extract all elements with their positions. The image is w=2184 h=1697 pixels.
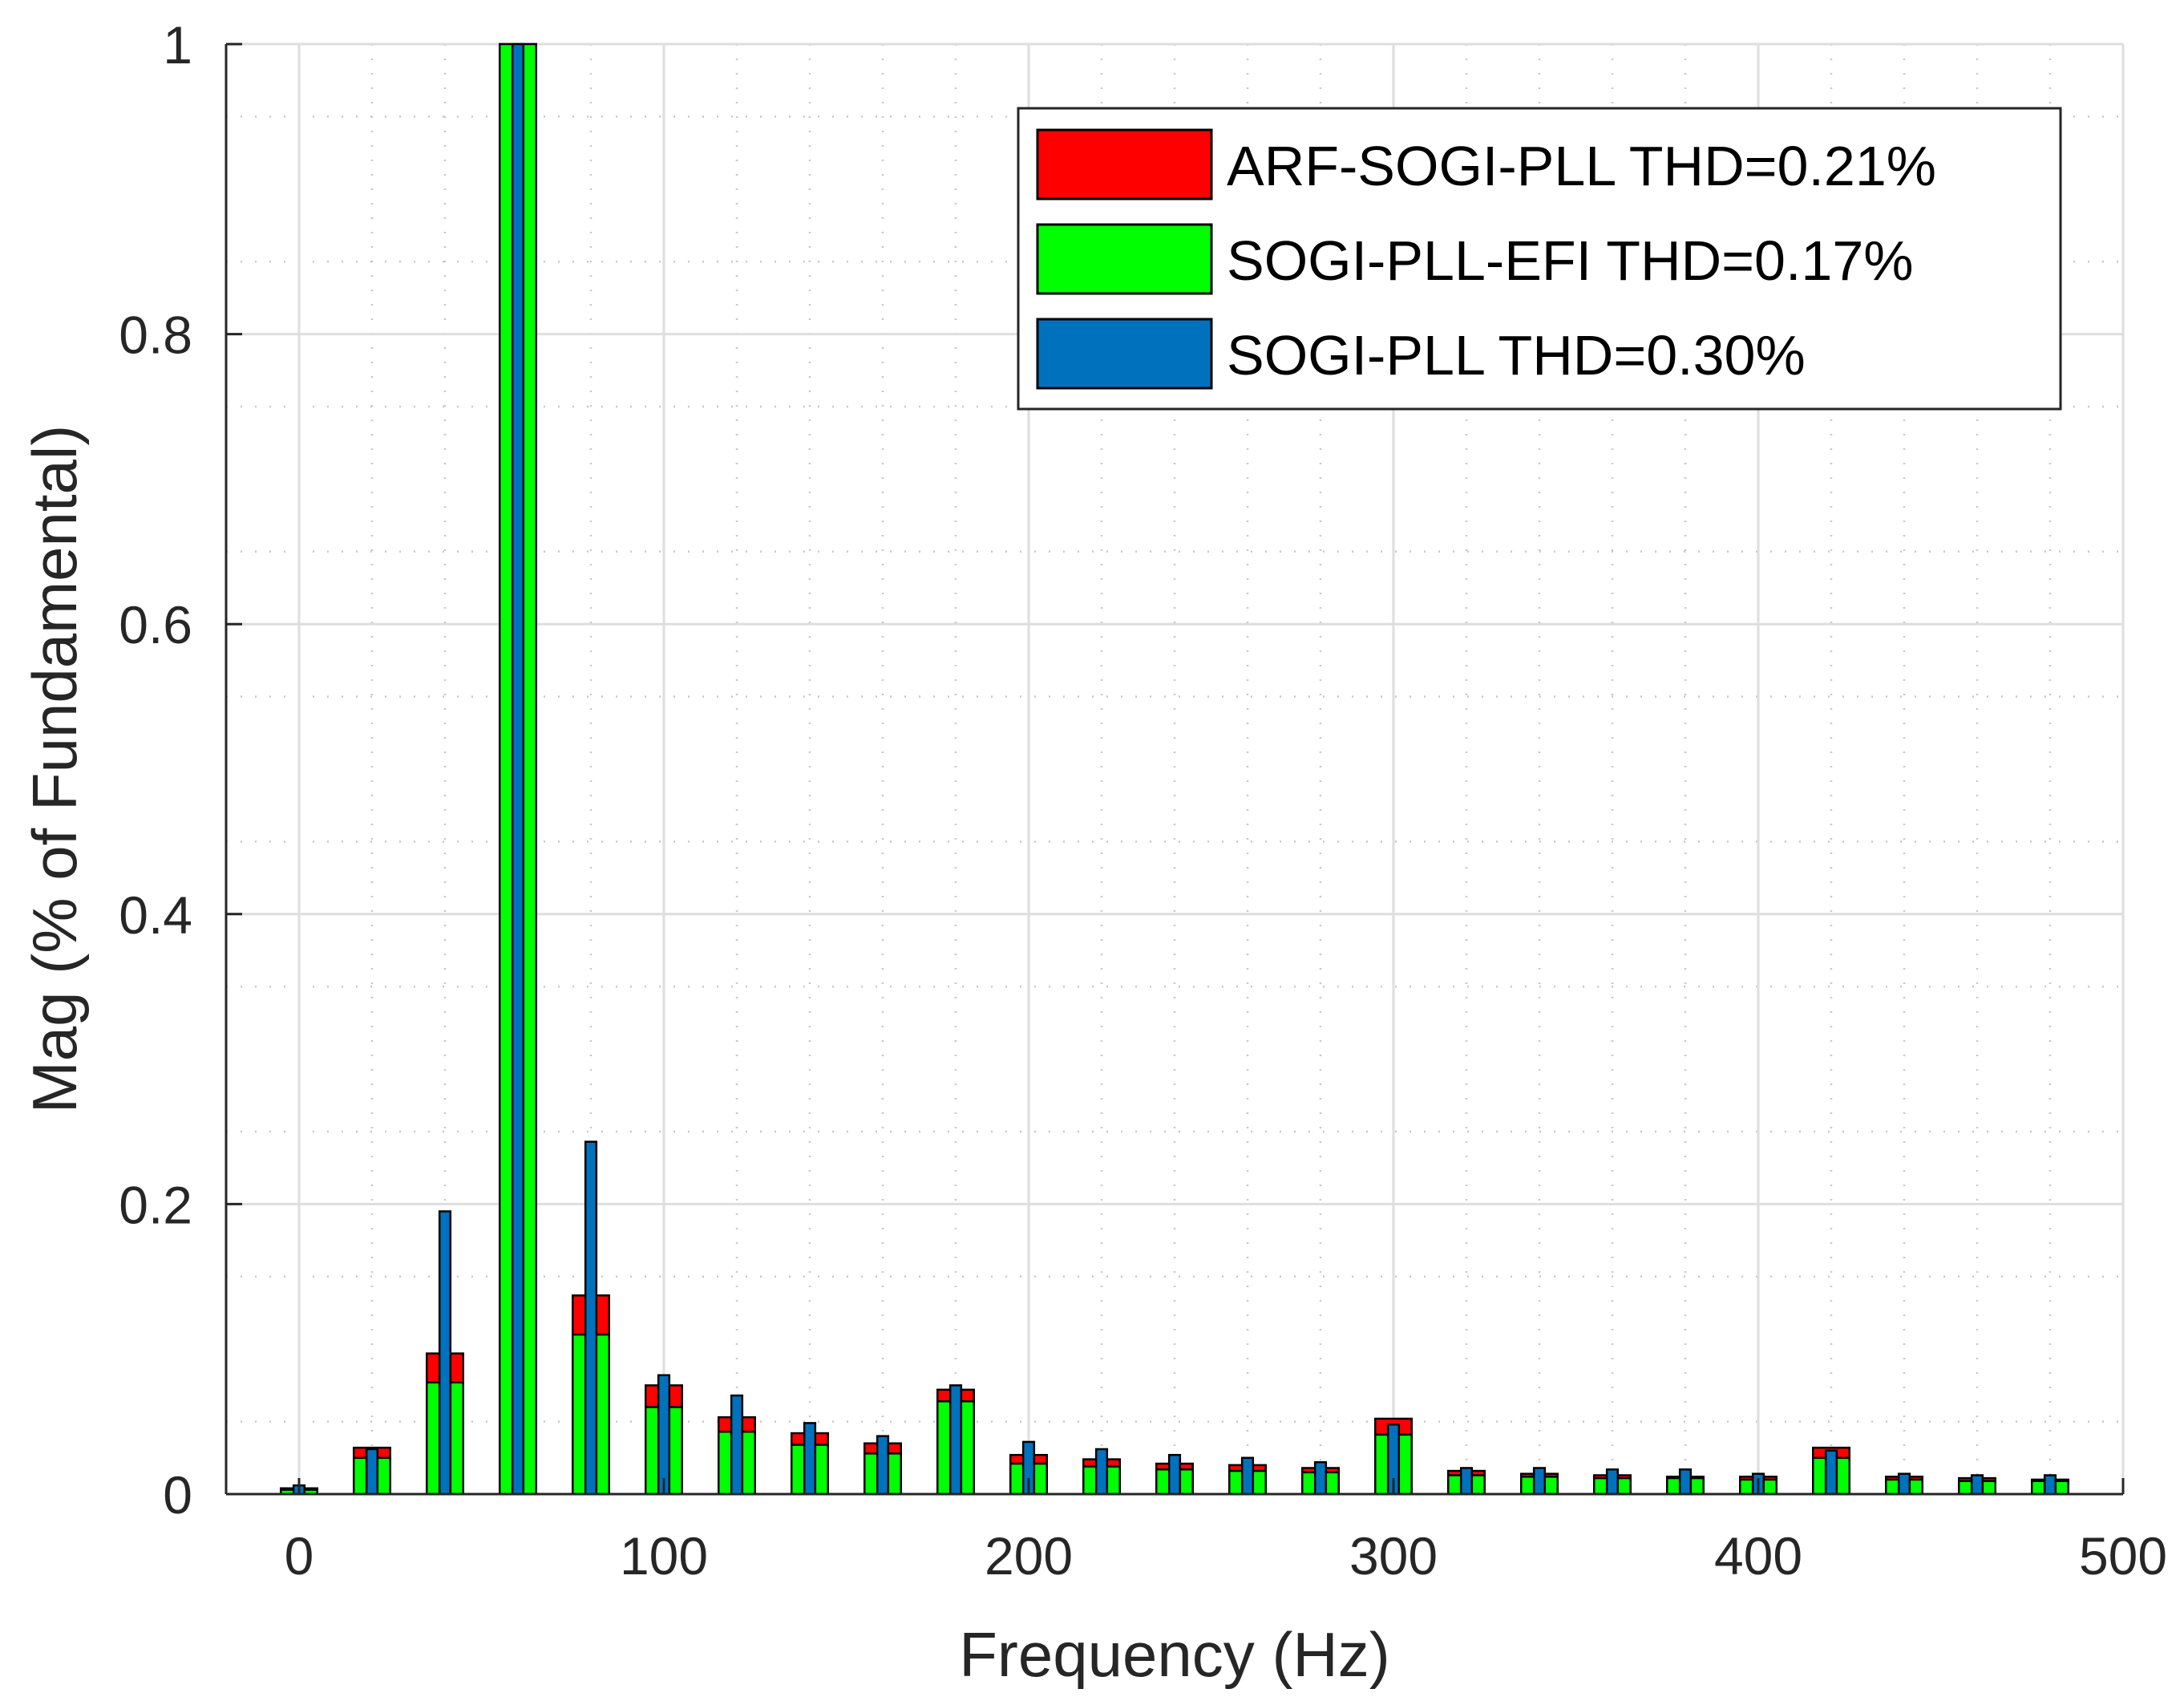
- legend-swatch-sogi-pll: [1036, 318, 1213, 390]
- bar: [1970, 1474, 1984, 1496]
- bar: [1824, 1449, 1838, 1496]
- bar: [584, 1140, 598, 1496]
- bar: [1313, 1460, 1328, 1496]
- legend-swatch-arf-sogi-pll: [1036, 128, 1213, 200]
- bar: [730, 1394, 744, 1496]
- bar: [1240, 1456, 1255, 1496]
- legend-label-arf-sogi-pll: ARF-SOGI-PLL THD=0.21%: [1227, 135, 1936, 197]
- legend-entry-sogi-pll-efi: SOGI-PLL-EFI THD=0.17%: [1036, 223, 1914, 295]
- bar: [438, 1210, 452, 1496]
- bar: [2043, 1474, 2057, 1496]
- bar: [1897, 1472, 1911, 1496]
- y-tick-label: 0.6: [119, 595, 192, 654]
- x-tick-label: 400: [1714, 1526, 1802, 1586]
- bar-series: [280, 43, 2069, 1496]
- series-2: [292, 43, 2057, 1496]
- bar: [1532, 1467, 1547, 1496]
- x-tick-labels: 0 100 200 300 400 500: [285, 1526, 2167, 1586]
- legend-label-sogi-pll: SOGI-PLL THD=0.30%: [1227, 324, 1806, 387]
- bar: [876, 1435, 890, 1496]
- x-tick-label: 0: [285, 1526, 314, 1586]
- y-tick-label: 0.4: [119, 885, 192, 945]
- bar: [1678, 1468, 1693, 1496]
- y-tick-label: 0.8: [119, 306, 192, 365]
- bar: [1459, 1467, 1474, 1496]
- legend-label-sogi-pll-efi: SOGI-PLL-EFI THD=0.17%: [1227, 229, 1914, 292]
- y-axis-title: Mag (% of Fundamental): [19, 425, 90, 1113]
- bar: [1605, 1468, 1620, 1496]
- bar: [1094, 1448, 1109, 1496]
- bar: [365, 1448, 379, 1496]
- legend: ARF-SOGI-PLL THD=0.21% SOGI-PLL-EFI THD=…: [1017, 107, 2062, 411]
- legend-entry-arf-sogi-pll: ARF-SOGI-PLL THD=0.21%: [1036, 128, 1936, 200]
- y-tick-label: 0: [163, 1465, 192, 1525]
- y-tick-label: 1: [163, 15, 192, 75]
- legend-swatch-sogi-pll-efi: [1036, 223, 1213, 295]
- bar: [657, 1374, 671, 1496]
- tick-marks: [226, 43, 2125, 1496]
- bar: [511, 43, 525, 1496]
- x-tick-label: 500: [2079, 1526, 2167, 1586]
- bar: [1167, 1453, 1182, 1496]
- bar: [948, 1384, 963, 1496]
- x-tick-label: 200: [985, 1526, 1073, 1586]
- x-tick-label: 100: [620, 1526, 708, 1586]
- legend-entry-sogi-pll: SOGI-PLL THD=0.30%: [1036, 318, 1806, 390]
- axes: [224, 44, 2123, 1496]
- y-tick-labels: 0 0.2 0.4 0.6 0.8 1: [119, 15, 192, 1525]
- x-axis-title: Frequency (Hz): [959, 1619, 1389, 1690]
- bar: [803, 1422, 817, 1496]
- y-tick-label: 0.2: [119, 1175, 192, 1234]
- x-tick-label: 300: [1349, 1526, 1438, 1586]
